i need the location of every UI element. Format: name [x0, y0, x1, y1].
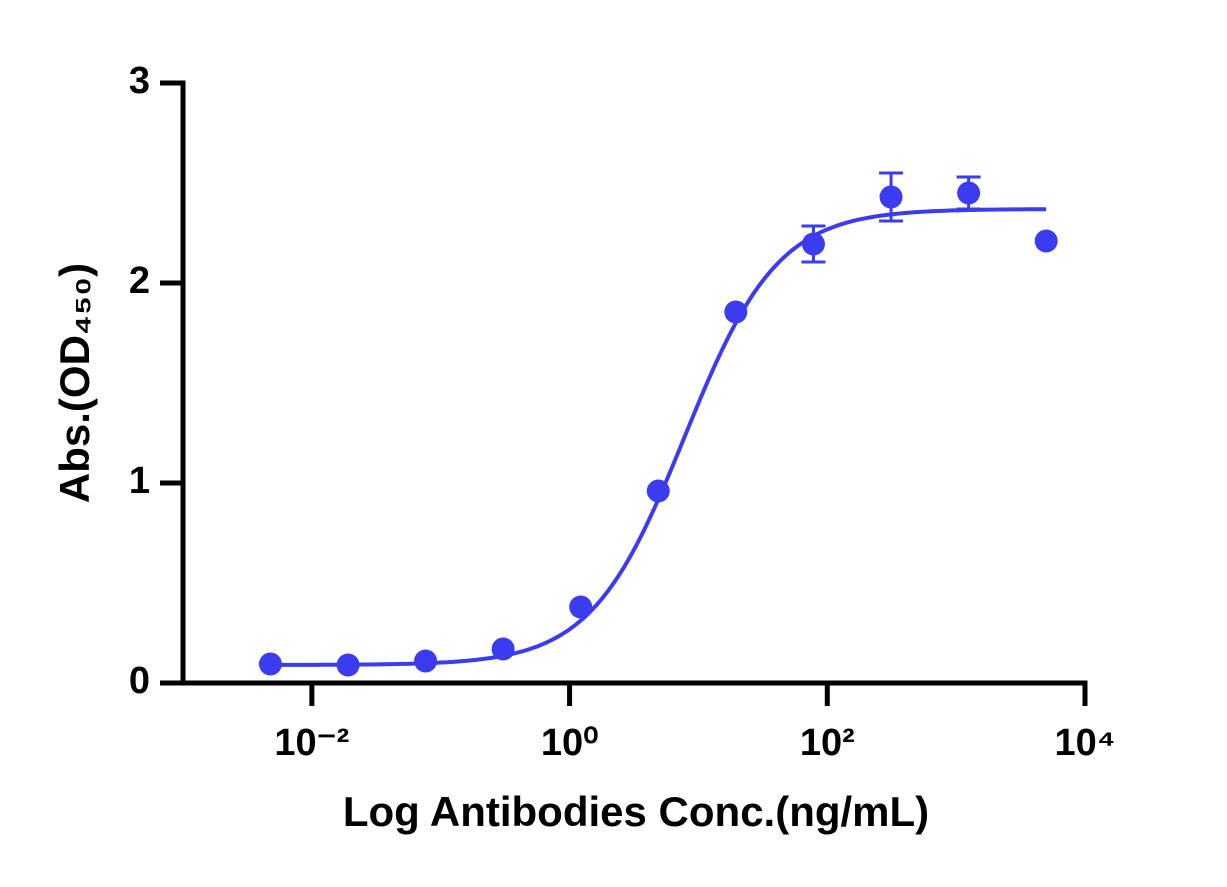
data-point: [724, 300, 748, 324]
x-tick-label: 10⁻²: [274, 722, 349, 764]
data-point: [336, 653, 360, 677]
x-tick-label: 10²: [800, 722, 855, 764]
data-point: [879, 185, 903, 209]
y-tick-label: 1: [129, 460, 150, 502]
data-point: [646, 479, 670, 503]
y-tick-label: 2: [129, 260, 150, 302]
fit-curve: [270, 207, 1047, 667]
data-point: [801, 232, 825, 256]
data-point: [569, 595, 593, 619]
x-tick-label: 10⁴: [1054, 722, 1115, 764]
x-tick-label: 10⁰: [541, 722, 599, 764]
y-tick-label: 0: [129, 660, 150, 702]
data-point: [957, 181, 981, 205]
data-point: [1034, 229, 1058, 253]
data-point: [491, 637, 515, 661]
data-point: [414, 649, 438, 673]
data-point: [258, 652, 282, 676]
y-tick-label: 3: [129, 60, 150, 102]
y-axis-title: Abs.(OD₄₅₀): [51, 263, 98, 503]
x-axis-title: Log Antibodies Conc.(ng/mL): [343, 788, 929, 835]
